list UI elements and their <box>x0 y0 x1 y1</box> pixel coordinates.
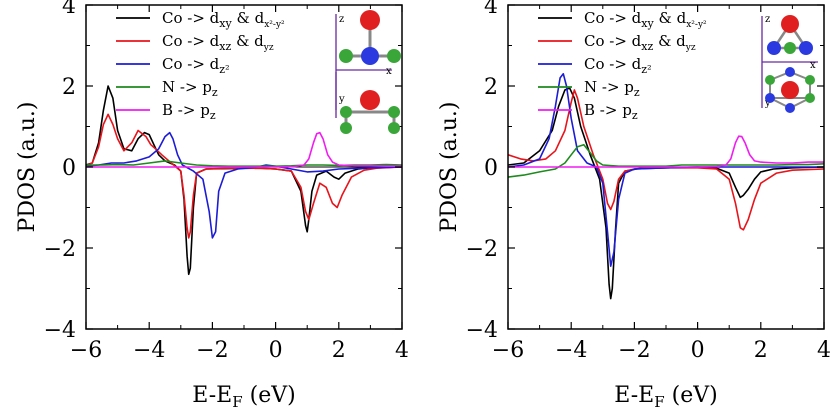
legend-label: Co -> dxz & dyz <box>162 32 274 53</box>
x-tick-label: −2 <box>196 338 228 363</box>
structure-inset: z x y <box>761 14 818 113</box>
x-tick-label: −2 <box>618 338 650 363</box>
b-atom <box>388 106 400 118</box>
co-atom <box>781 15 799 33</box>
b-atom <box>340 122 352 134</box>
inset-y-label: y <box>764 98 771 109</box>
x-tick-label: 0 <box>269 338 283 363</box>
series-line-0 <box>86 85 402 276</box>
inset-z-label: z <box>765 14 770 25</box>
inset-y-label: y <box>338 94 345 105</box>
y-tick-label: −4 <box>466 318 498 343</box>
lattice-atom <box>805 93 815 103</box>
series-line-1 <box>508 89 824 231</box>
series-line-1 <box>86 113 402 239</box>
y-tick-label: 4 <box>484 0 498 19</box>
series-line-2 <box>86 131 402 239</box>
y-axis-label: PDOS (a.u.) <box>15 102 40 233</box>
series-group <box>508 73 824 300</box>
y-axis-label: PDOS (a.u.) <box>437 102 462 233</box>
inset-z-label: z <box>339 14 344 25</box>
y-tick-label: −2 <box>44 237 76 262</box>
x-tick-label: −4 <box>555 338 587 363</box>
legend-label: Co -> dxy & dx²-y² <box>162 9 285 30</box>
y-tick-label: 4 <box>62 0 76 19</box>
x-tick-label: −4 <box>133 338 165 363</box>
x-tick-label: 4 <box>817 338 831 363</box>
x-tick-label: −6 <box>70 338 102 363</box>
inset-x-label: x <box>386 66 392 77</box>
lattice-atom <box>785 67 795 77</box>
x-tick-label: −6 <box>492 338 524 363</box>
lattice-atom <box>805 75 815 85</box>
series-line-4 <box>86 131 402 168</box>
legend-label: Co -> dz² <box>162 55 230 76</box>
co-atom <box>360 90 380 110</box>
legend-label: Co -> dz² <box>584 55 652 76</box>
legend-label: Co -> dxz & dyz <box>584 32 696 53</box>
n-atom <box>361 47 379 65</box>
y-tick-label: 2 <box>62 75 76 100</box>
legend-label: B -> pz <box>162 101 216 122</box>
x-tick-label: 4 <box>395 338 409 363</box>
series-line-0 <box>508 87 824 300</box>
co-atom <box>781 81 799 99</box>
b-atom <box>340 106 352 118</box>
n-atom <box>767 41 781 55</box>
y-tick-label: 0 <box>62 156 76 181</box>
structure-inset: z x y <box>335 10 401 134</box>
n-atom <box>799 41 813 55</box>
x-axis-label: E-EF (eV) <box>614 383 717 409</box>
y-tick-label: −2 <box>466 237 498 262</box>
lattice-atom <box>765 75 775 85</box>
x-tick-label: 2 <box>332 338 346 363</box>
series-line-2 <box>508 73 824 267</box>
x-tick-label: 0 <box>691 338 705 363</box>
y-tick-label: −4 <box>44 318 76 343</box>
legend-label: N -> pz <box>162 78 218 99</box>
co-atom <box>360 10 380 30</box>
lattice-atom <box>785 103 795 113</box>
y-tick-label: 2 <box>484 75 498 100</box>
legend-label: N -> pz <box>584 78 640 99</box>
legend-label: B -> pz <box>584 101 638 122</box>
b-atom <box>388 122 400 134</box>
y-tick-label: 0 <box>484 156 498 181</box>
x-tick-label: 2 <box>754 338 768 363</box>
series-group <box>86 85 402 276</box>
b-atom <box>339 49 353 63</box>
x-axis-label: E-EF (eV) <box>192 383 295 409</box>
b-atom <box>387 49 401 63</box>
lattice-atom <box>765 93 775 103</box>
inset-x-label: x <box>810 60 816 71</box>
b-atom <box>784 42 796 54</box>
legend-label: Co -> dxy & dx²-y² <box>584 9 707 30</box>
series-line-4 <box>508 135 824 168</box>
